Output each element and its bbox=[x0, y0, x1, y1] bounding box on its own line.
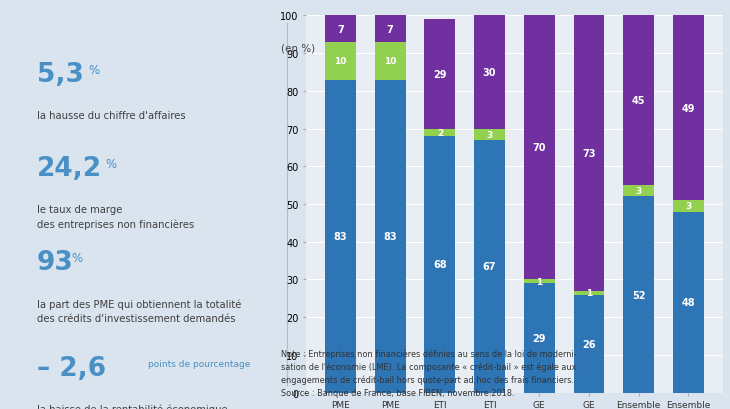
Text: 93: 93 bbox=[36, 249, 74, 276]
Bar bbox=[574, 295, 604, 393]
Bar bbox=[524, 280, 555, 283]
Text: 2: 2 bbox=[437, 128, 443, 137]
Bar bbox=[623, 197, 654, 393]
Text: 10: 10 bbox=[384, 57, 396, 66]
Bar bbox=[623, 16, 654, 186]
Text: 45: 45 bbox=[632, 96, 645, 106]
Text: 3: 3 bbox=[486, 130, 493, 139]
Text: 1: 1 bbox=[536, 277, 542, 286]
Text: 83: 83 bbox=[383, 231, 397, 241]
Text: %: % bbox=[106, 157, 117, 171]
Bar bbox=[325, 16, 356, 43]
Text: (en %): (en %) bbox=[281, 43, 315, 53]
Bar bbox=[374, 43, 406, 80]
Bar bbox=[424, 137, 456, 393]
Text: la hausse du chiffre d'affaires: la hausse du chiffre d'affaires bbox=[36, 110, 185, 120]
Text: 3: 3 bbox=[636, 187, 642, 196]
Text: 29: 29 bbox=[532, 333, 546, 343]
Bar bbox=[673, 212, 704, 393]
Bar bbox=[374, 16, 406, 43]
Bar bbox=[325, 80, 356, 393]
Text: le taux de marge
des entreprises non financières: le taux de marge des entreprises non fin… bbox=[36, 204, 194, 229]
Text: 48: 48 bbox=[682, 297, 695, 307]
Bar bbox=[374, 80, 406, 393]
Text: Note : Entreprises non financières définies au sens de la loi de moderni-
sation: Note : Entreprises non financières défin… bbox=[281, 348, 577, 397]
Text: 7: 7 bbox=[387, 25, 393, 34]
Bar bbox=[474, 129, 505, 141]
Text: 3: 3 bbox=[685, 202, 691, 211]
Bar bbox=[673, 201, 704, 212]
Text: 68: 68 bbox=[433, 260, 447, 270]
Text: 70: 70 bbox=[532, 143, 546, 153]
Text: %: % bbox=[88, 63, 99, 76]
Text: 7: 7 bbox=[337, 25, 344, 34]
Text: 30: 30 bbox=[483, 68, 496, 78]
Text: 67: 67 bbox=[483, 262, 496, 272]
Text: 29: 29 bbox=[433, 70, 447, 80]
Text: points de pourcentage: points de pourcentage bbox=[148, 359, 250, 368]
Bar bbox=[424, 129, 456, 137]
Text: 26: 26 bbox=[583, 339, 596, 349]
Bar bbox=[325, 43, 356, 80]
Text: 24,2: 24,2 bbox=[36, 155, 102, 182]
Bar bbox=[524, 16, 555, 280]
Text: 1: 1 bbox=[586, 288, 592, 297]
Bar bbox=[424, 20, 456, 129]
Bar bbox=[574, 16, 604, 291]
Bar bbox=[623, 186, 654, 197]
Text: 83: 83 bbox=[334, 231, 347, 241]
Text: la part des PME qui obtiennent la totalité
des crédits d'investissement demandés: la part des PME qui obtiennent la totali… bbox=[36, 299, 241, 323]
Text: 52: 52 bbox=[632, 290, 645, 300]
Bar bbox=[474, 141, 505, 393]
Text: 49: 49 bbox=[682, 103, 695, 114]
Bar bbox=[673, 16, 704, 201]
Text: %: % bbox=[72, 252, 82, 265]
Text: – 2,6: – 2,6 bbox=[36, 355, 106, 381]
Bar bbox=[474, 16, 505, 129]
Text: 10: 10 bbox=[334, 57, 347, 66]
Text: la baisse de la rentabilité économique
par rapport à la période 2005-2007: la baisse de la rentabilité économique p… bbox=[36, 404, 228, 409]
Bar bbox=[524, 283, 555, 393]
Bar bbox=[574, 291, 604, 295]
Text: 73: 73 bbox=[583, 149, 596, 159]
Text: 5,3: 5,3 bbox=[36, 61, 84, 88]
